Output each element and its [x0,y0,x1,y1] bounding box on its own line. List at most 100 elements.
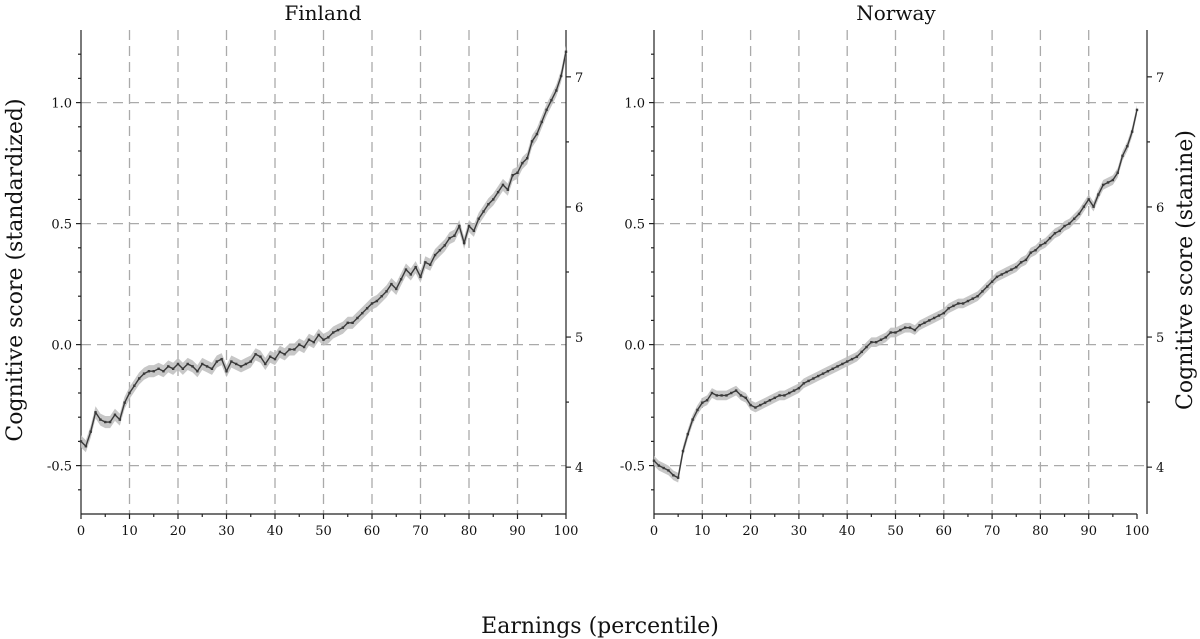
data-point [399,278,403,281]
data-point [293,348,296,351]
data-point [981,290,984,293]
data-point [884,336,888,339]
data-point [696,408,699,412]
data-point [443,244,446,247]
data-point [351,321,354,325]
data-point [1019,261,1023,264]
data-point [715,394,718,397]
data-point [210,367,214,370]
x-axis-title: Earnings (percentile) [481,614,719,639]
data-point [995,275,999,279]
data-point [278,350,282,354]
data-point [1058,229,1061,233]
y2-tick-label: 5 [575,331,583,346]
data-point [1087,198,1090,201]
x-tick-label: 30 [791,524,808,539]
data-point [409,273,412,276]
data-point [312,340,315,344]
data-point [1000,273,1003,276]
y-axis-title-left: Cognitive score (standardized) [3,98,28,441]
x-tick-label: 0 [650,524,658,539]
data-point [1097,193,1100,196]
data-point [336,328,340,332]
data-point [759,403,762,407]
x-tick-label: 70 [412,524,429,539]
data-point [215,360,218,363]
data-point [681,449,685,453]
data-point [365,307,369,310]
data-point [268,355,272,358]
data-point [1130,130,1134,133]
data-point [667,469,670,472]
data-point [947,307,950,310]
data-point [307,338,311,341]
panel-title: Finland [284,1,361,25]
data-point [414,265,417,269]
data-point [104,420,107,424]
data-point [986,285,989,288]
data-point [501,183,505,187]
data-point [836,365,839,368]
data-point [899,328,902,332]
data-point [540,120,543,124]
data-point [191,365,194,368]
data-point [395,287,398,291]
y2-tick-label: 5 [1156,331,1164,346]
data-point [937,314,941,317]
data-point [831,367,834,370]
data-point [424,261,427,264]
data-point [942,311,945,315]
data-point [113,413,117,416]
data-point [1063,224,1066,228]
data-point [390,282,393,286]
data-point [1077,212,1081,216]
data-point [147,370,151,373]
data-point [802,382,805,385]
data-point [686,432,690,436]
data-point [952,304,955,308]
x-tick-label: 60 [936,524,953,539]
data-point [94,411,97,414]
data-point [860,350,863,354]
x-tick-label: 40 [267,524,284,539]
data-point [1048,236,1052,240]
data-point [846,360,849,363]
data-point [1010,268,1013,271]
x-tick-label: 20 [742,524,759,539]
data-point [433,253,437,257]
data-point [196,370,199,373]
x-tick-label: 100 [1125,524,1150,539]
data-point [84,445,88,448]
data-point [123,401,126,404]
data-point [472,229,476,233]
data-point [259,355,262,358]
data-point [535,132,539,136]
data-point [298,343,301,346]
data-point [244,362,248,366]
data-point [990,280,994,283]
data-point [1039,244,1042,247]
x-tick-label: 20 [170,524,187,539]
data-point [157,367,160,370]
data-point [230,360,233,363]
data-point [923,321,926,325]
data-point [506,188,509,191]
data-point [108,420,112,424]
data-point [976,295,979,298]
data-point [327,336,330,339]
data-point [672,474,675,477]
data-point [1121,154,1124,158]
data-point [467,224,471,228]
data-point [555,89,558,92]
data-point [855,355,859,358]
data-point [419,275,422,279]
y-tick-label: -0.5 [47,460,72,475]
data-point [874,340,878,344]
data-point [889,331,892,334]
data-point [205,365,209,368]
data-point [817,374,820,378]
data-point [894,331,897,334]
data-point [1029,251,1032,254]
data-point [807,379,810,383]
data-point [152,370,155,373]
